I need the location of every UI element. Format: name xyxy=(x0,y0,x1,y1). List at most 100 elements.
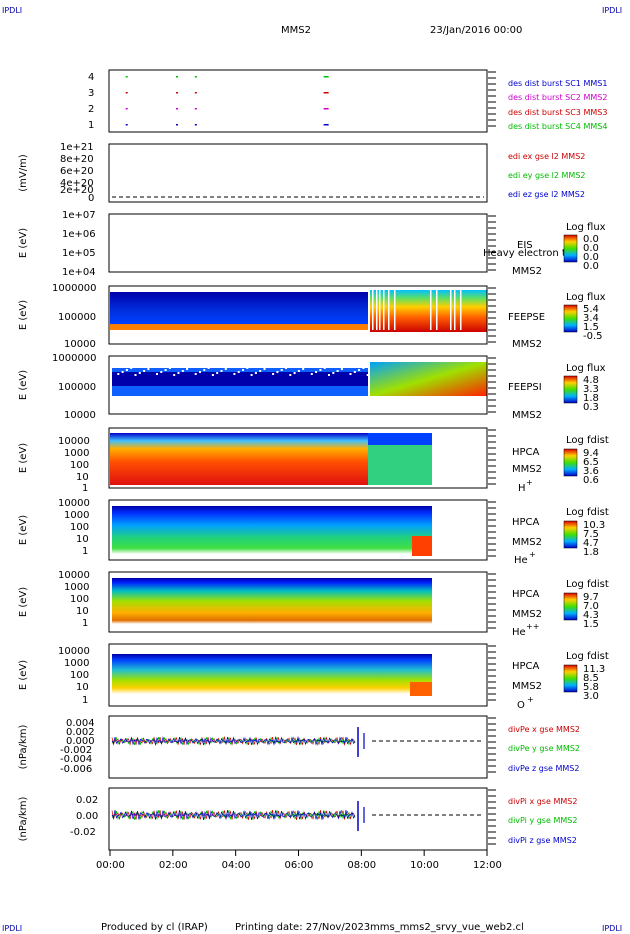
hpca-h-colorbar xyxy=(563,448,578,477)
feepsi-cbar-title: Log flux xyxy=(566,363,606,374)
feepsi-data-gap xyxy=(272,373,275,375)
corner-tag-bottom-left: IPDLI xyxy=(2,924,22,933)
burst-marker xyxy=(125,124,128,126)
feepsi-data-gap xyxy=(233,373,236,375)
divpi-trace xyxy=(111,809,356,821)
feepsi-label: FEEPSI xyxy=(508,382,542,393)
feepsi-data-gap xyxy=(340,368,343,370)
hpca-he-frame xyxy=(108,499,488,561)
hpca-hepp-ytick-2: 100 xyxy=(70,594,89,605)
hpca-he-spacecraft: MMS2 xyxy=(512,537,542,548)
divpe-legend-x: divPe x gse MMS2 xyxy=(508,725,580,734)
feepsi-data-gap xyxy=(117,373,120,375)
feepse-data-gap xyxy=(460,290,462,330)
feepsi-data-gap xyxy=(156,373,158,375)
eis-frame xyxy=(108,213,488,273)
feepsi-data-gap xyxy=(302,368,305,370)
divpe-ytick-4: -0.004 xyxy=(60,754,92,765)
feepsi-frame xyxy=(108,355,488,415)
feepse-colorbar xyxy=(563,304,578,333)
divpe-trace xyxy=(111,735,356,747)
time-tick-label: 00:00 xyxy=(96,860,125,871)
eis-cbar-tick-0: 0.0 xyxy=(583,234,599,245)
feepsi-data-gap xyxy=(332,372,335,374)
hpca-hepp-cbar-tick-2: 4.3 xyxy=(583,610,599,621)
hpca-o-ytick-2: 100 xyxy=(70,670,89,681)
burst-marker xyxy=(175,76,178,78)
hpca-h-spacecraft: MMS2 xyxy=(512,464,542,475)
hpca-h-charge: + xyxy=(526,478,533,487)
time-tick-label: 04:00 xyxy=(222,860,251,871)
feepsi-data-gap xyxy=(143,370,146,372)
feepse-data-gap xyxy=(388,290,390,330)
feepsi-data-gap xyxy=(263,368,266,370)
feepse-data-gap xyxy=(430,290,432,330)
hpca-h-cbar-tick-0: 9.4 xyxy=(583,448,599,459)
burst-marker xyxy=(194,76,197,78)
feepsi-ytick-0: 1000000 xyxy=(52,353,97,364)
hpca-hepp-spectrogram xyxy=(112,578,432,624)
divpi-ytick-2: -0.02 xyxy=(70,827,96,838)
footer-producer: Produced by cl (IRAP) xyxy=(101,922,208,933)
feepsi-spectrogram-late xyxy=(370,362,487,396)
eis-ytick-0: 1e+07 xyxy=(62,210,96,221)
hpca-o-spectrogram xyxy=(112,654,432,694)
divpe-ytick-2: 0.000 xyxy=(66,736,95,747)
burst-ytick-1: 1 xyxy=(88,120,94,131)
hpca-o-spacecraft: MMS2 xyxy=(512,681,542,692)
burst-marker xyxy=(125,76,128,78)
feepse-spacecraft: MMS2 xyxy=(512,339,542,350)
hpca-he-ylabel: E (eV) xyxy=(18,515,29,545)
feepsi-data-gap xyxy=(242,369,244,371)
panel-hpca-hepp: E (eV) 10000 1000 100 10 1 HPCA MMS2 He … xyxy=(18,570,609,638)
feepsi-cbar-tick-2: 1.8 xyxy=(583,393,599,404)
feepsi-data-gap xyxy=(199,371,201,373)
hpca-he-cbar-title: Log fdist xyxy=(566,507,609,518)
hpca-hepp-frame xyxy=(108,571,488,633)
edi-frame xyxy=(108,143,488,203)
time-tick-label: 12:00 xyxy=(473,860,502,871)
feepsi-data-gap xyxy=(168,367,171,369)
edi-legend-x: edi ex gse l2 MMS2 xyxy=(508,152,585,161)
burst-ytick-2: 2 xyxy=(88,104,94,115)
hpca-he-colorbar xyxy=(563,520,578,549)
hpca-he-cbar-tick-3: 1.8 xyxy=(583,547,599,558)
feepsi-data-gap xyxy=(220,370,223,372)
feepse-ylabel: E (eV) xyxy=(18,300,29,330)
hpca-hepp-label: HPCA xyxy=(512,589,540,600)
feepsi-data-gap xyxy=(315,371,318,373)
divpi-legend-x: divPi x gse MMS2 xyxy=(508,797,577,806)
hpca-he-ytick-0: 10000 xyxy=(58,498,90,509)
divpi-ylabel: (nPa/km) xyxy=(18,797,29,842)
feepsi-ylabel: E (eV) xyxy=(18,370,29,400)
panel-burst: 4 3 2 1 des dist burst SC1 MMS1 des dist… xyxy=(88,69,607,133)
eis-ytick-1: 1e+06 xyxy=(62,229,96,240)
burst-marker xyxy=(323,124,329,126)
hpca-o-species: O xyxy=(517,700,525,711)
divpi-ytick-0: 0.02 xyxy=(76,795,98,806)
burst-ytick-4: 4 xyxy=(88,72,94,83)
eis-spacecraft: MMS2 xyxy=(512,266,542,277)
eis-ytick-2: 1e+05 xyxy=(62,248,96,259)
feepsi-data-gap xyxy=(190,366,193,368)
hpca-hepp-ytick-1: 1000 xyxy=(64,582,89,593)
divpi-frame xyxy=(108,787,488,851)
edi-ytick-2: 6e+20 xyxy=(60,166,94,177)
feepsi-data-gap xyxy=(259,370,262,372)
hpca-h-cbar-title: Log fdist xyxy=(566,435,609,446)
corner-tag-right: IPDLI xyxy=(602,6,622,15)
feepse-data-gap xyxy=(376,290,378,330)
hpca-he-ytick-4: 1 xyxy=(82,546,88,557)
divpe-legend-z: divPe z gse MMS2 xyxy=(508,764,579,773)
edi-legend-y: edi ey gse l2 MMS2 xyxy=(508,171,586,180)
feepsi-data-gap xyxy=(254,372,257,374)
divpi-ytick-1: 0.00 xyxy=(76,811,98,822)
burst-marker xyxy=(175,124,178,126)
feepsi-cbar-tick-0: 4.8 xyxy=(583,375,599,386)
hpca-o-late-tail xyxy=(410,682,432,696)
edi-ytick-0: 1e+21 xyxy=(60,142,94,153)
hpca-o-ytick-1: 1000 xyxy=(64,658,89,669)
burst-ytick-3: 3 xyxy=(88,88,94,99)
hpca-hepp-ytick-4: 1 xyxy=(82,618,88,629)
feepsi-data-gap xyxy=(151,366,154,368)
